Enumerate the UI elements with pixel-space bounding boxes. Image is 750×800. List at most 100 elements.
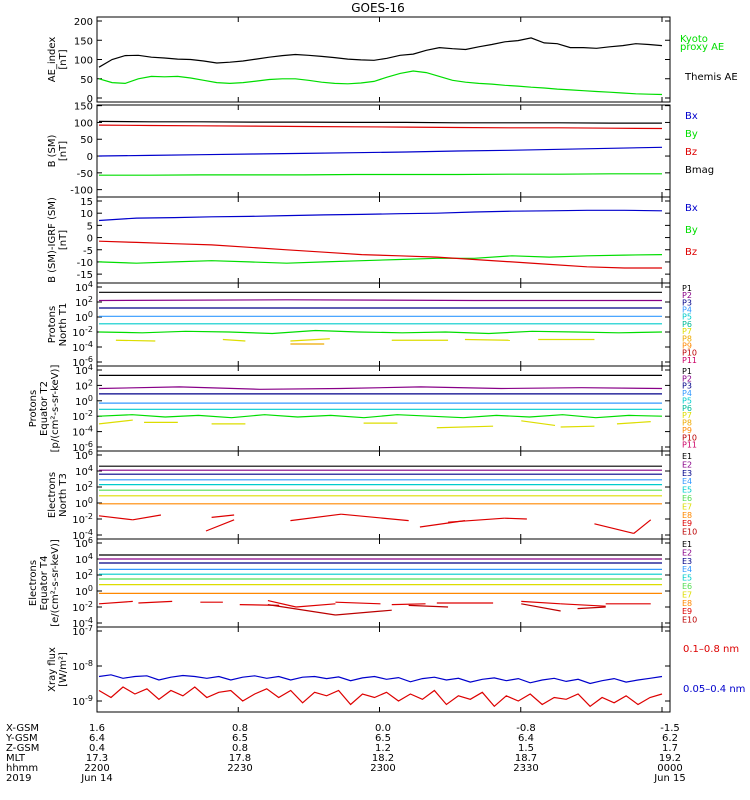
tick-base: 10 (75, 283, 88, 294)
y-tick-label: 0 (87, 234, 93, 245)
y-axis-label: [p/(cm²-s-sr-keV)] (50, 365, 61, 453)
y-axis-label: Electrons (28, 560, 39, 606)
legend-entry: E5 (682, 574, 692, 583)
series-segment (521, 603, 561, 612)
footer-row-label: Z-GSM (6, 743, 39, 754)
y-axis-label: Protons (28, 390, 39, 427)
panel-frame (96, 450, 671, 540)
footer-row-label: MLT (6, 753, 26, 764)
series-line-kyoto-proxy-ae (98, 70, 663, 96)
footer-value: 0.8 (232, 743, 248, 754)
series-segment (222, 338, 246, 342)
legend-entry: proxy AE (680, 42, 724, 53)
tick-base: 10 (72, 428, 85, 439)
y-tick-label: 10-6 (72, 355, 93, 369)
footer-value: 1.7 (662, 743, 678, 754)
series-segment (504, 517, 527, 520)
tick-base: 10 (75, 499, 88, 510)
y-tick-label: 10-2 (72, 512, 93, 526)
legend-entry: P2 (682, 291, 692, 300)
series-segment (633, 519, 652, 534)
legend-entry: E4 (682, 477, 692, 486)
footer-value: 18.7 (515, 753, 537, 764)
y-axis-label: North T3 (58, 473, 69, 517)
legend-entry: P11 (682, 441, 697, 450)
panel-frame (96, 626, 671, 713)
legend-entry: P1 (682, 284, 692, 293)
legend-entry: P1 (682, 367, 692, 376)
tick-exponent: 0 (88, 310, 93, 319)
footer-value: 1.2 (375, 743, 391, 754)
legend-entry: Kyoto (680, 34, 708, 45)
y-axis-label: [nT] (58, 230, 69, 250)
tick-base: 10 (72, 531, 85, 542)
y-tick-label: 200 (74, 17, 93, 28)
legend-entry: P9 (682, 341, 692, 350)
y-tick-label: 104 (75, 552, 93, 566)
y-tick-label: 0 (87, 94, 93, 105)
legend-entry: E1 (682, 540, 692, 549)
series-segment (98, 419, 133, 425)
legend-entry: Bz (685, 247, 697, 258)
legend-entry: 0.05–0.4 nm (683, 684, 745, 695)
series-segment (408, 604, 449, 608)
panel-frame (96, 538, 671, 628)
footer-value: -1.5 (660, 723, 680, 734)
series-segment (560, 425, 595, 428)
legend-entry: Themis AE (684, 72, 738, 83)
y-tick-label: 5 (87, 221, 93, 232)
y-axis-label: North T1 (58, 303, 69, 347)
tick-exponent: 4 (88, 363, 93, 372)
y-tick-label: 10-4 (72, 616, 93, 630)
series-segment (290, 338, 330, 342)
y-tick-label: 15 (80, 197, 93, 208)
tick-exponent: -6 (85, 440, 93, 449)
y-tick-label: 50 (80, 135, 93, 146)
y-tick-label: 10-2 (72, 325, 93, 339)
y-axis-label: Equator T2 (39, 381, 50, 436)
series-line-bx (98, 209, 663, 222)
plot-title: GOES-16 (351, 1, 405, 15)
tick-exponent: 4 (88, 464, 93, 473)
y-tick-label: 102 (75, 480, 93, 494)
footer-value: 2230 (227, 763, 252, 774)
legend-entry: P3 (682, 298, 692, 307)
legend-entry: Bz (685, 147, 697, 158)
tick-base: 10 (75, 381, 88, 392)
footer-value: 6.4 (518, 733, 534, 744)
legend-entry: P5 (682, 396, 692, 405)
y-tick-label: 106 (75, 536, 93, 550)
series-segment (296, 603, 336, 608)
y-axis-label: [e/(cm²-s-sr-keV)] (50, 539, 61, 627)
tick-base: 10 (72, 603, 85, 614)
footer-row-label: hhmm (6, 763, 38, 774)
y-axis-label: B (SM)-IGRF (SM) (47, 197, 58, 283)
y-tick-label: 10-4 (72, 425, 93, 439)
legend-entry: E9 (682, 519, 692, 528)
series-line-bx (98, 146, 663, 157)
y-tick-label: 10-4 (72, 340, 93, 354)
legend-entry: E8 (682, 511, 692, 520)
footer-row-label: X-GSM (6, 723, 39, 734)
footer-value: 2330 (513, 763, 538, 774)
panel-frame (96, 282, 671, 367)
y-tick-label: 104 (75, 280, 93, 294)
tick-base: 10 (75, 483, 88, 494)
tick-exponent: 0 (88, 496, 93, 505)
y-axis-label: [W/m²] (58, 652, 69, 687)
legend-entry: Bmag (685, 165, 714, 176)
tick-base: 10 (75, 313, 88, 324)
legend-entry: By (685, 129, 698, 140)
series-line-0-05-0-4-nm (98, 674, 663, 685)
series-segment (335, 609, 392, 616)
tick-base: 10 (75, 467, 88, 478)
legend-entry: P6 (682, 404, 692, 413)
footer-value: Jun 15 (653, 773, 686, 784)
tick-base: 10 (72, 343, 85, 354)
series-segment (436, 425, 494, 429)
y-tick-label: 10 (80, 209, 93, 220)
tick-base: 10 (72, 662, 85, 673)
